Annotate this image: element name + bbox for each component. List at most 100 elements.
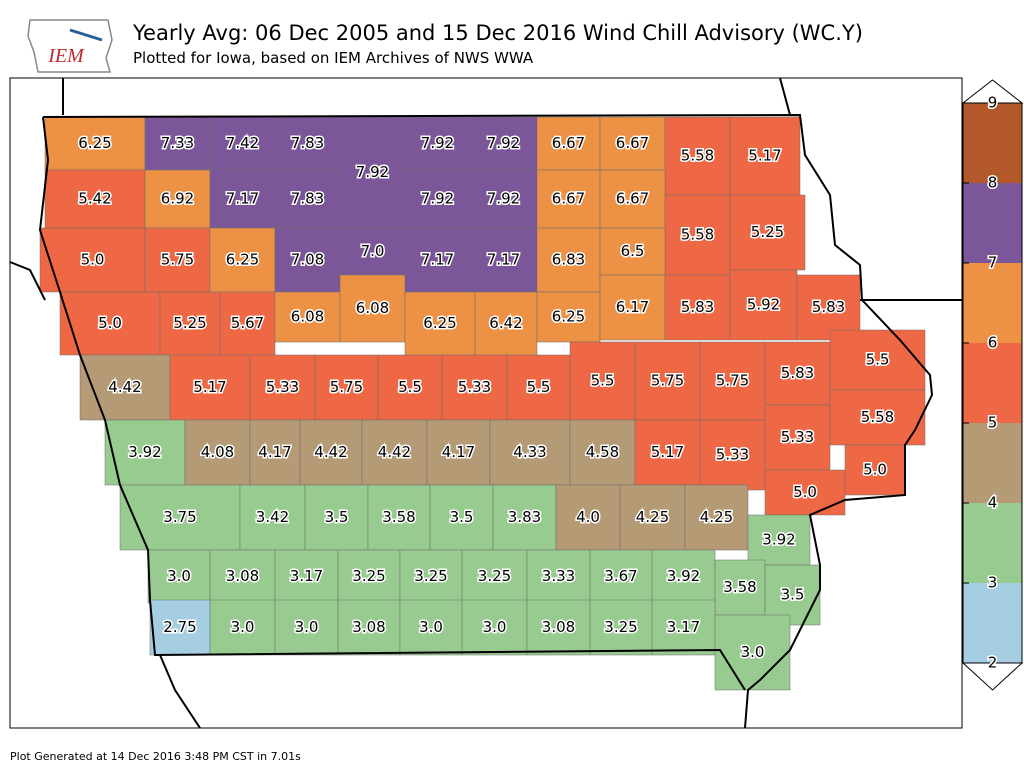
county <box>209 599 276 656</box>
county <box>339 274 406 343</box>
county <box>489 419 571 486</box>
county-label: 7.0 <box>361 242 385 260</box>
county-label: 3.0 <box>741 643 765 661</box>
county-label: 3.83 <box>508 508 541 526</box>
county <box>506 354 571 421</box>
county-label: 5.17 <box>193 378 226 396</box>
county-label: 3.0 <box>419 618 443 636</box>
county-label: 7.92 <box>421 190 454 208</box>
county-label: 5.58 <box>681 147 714 165</box>
county <box>441 354 508 421</box>
county <box>144 169 211 229</box>
county-label: 7.17 <box>487 251 520 269</box>
county-label: 3.5 <box>781 586 805 604</box>
colorbar-label: 7 <box>988 254 998 272</box>
colorbar-label: 6 <box>988 334 998 352</box>
county <box>536 227 601 293</box>
county-label: 5.0 <box>81 251 105 269</box>
colorbar-bin <box>963 263 1022 343</box>
county <box>299 419 363 486</box>
county-label: 4.42 <box>378 443 411 461</box>
county-label: 5.17 <box>748 147 781 165</box>
county-label: 5.0 <box>793 483 817 501</box>
county-label: 5.5 <box>527 378 551 396</box>
county-label: 6.5 <box>621 242 645 260</box>
county-label: 3.5 <box>325 508 349 526</box>
county-label: 3.25 <box>414 567 447 585</box>
county-label: 5.5 <box>591 372 615 390</box>
county <box>339 227 406 276</box>
county <box>337 549 401 604</box>
county <box>461 599 528 656</box>
county-label: 5.0 <box>98 314 122 332</box>
county <box>536 291 601 343</box>
county-label: 5.83 <box>812 298 845 316</box>
county-label: 3.75 <box>163 508 196 526</box>
border <box>159 654 201 729</box>
border <box>38 116 746 691</box>
county-label: 7.17 <box>226 190 259 208</box>
county-label: 7.17 <box>421 251 454 269</box>
county <box>651 549 716 604</box>
county-label: 4.0 <box>576 508 600 526</box>
county-label: 6.08 <box>291 308 324 326</box>
county-label: 5.58 <box>861 408 894 426</box>
county-label: 3.5 <box>450 508 474 526</box>
county <box>651 599 716 656</box>
colorbar-bin <box>963 583 1022 663</box>
county-label: 5.58 <box>681 226 714 244</box>
logo-mark <box>69 28 103 42</box>
county <box>147 549 211 604</box>
county-label: 3.92 <box>667 567 700 585</box>
county <box>599 169 666 229</box>
county <box>44 116 146 171</box>
colorbar-label: 4 <box>988 494 998 512</box>
county-label: 6.67 <box>616 134 649 152</box>
county <box>526 549 591 604</box>
county <box>44 169 146 229</box>
county <box>249 419 301 486</box>
colorbar-bin <box>963 423 1022 503</box>
county-label: 6.67 <box>552 134 585 152</box>
county-label: 3.0 <box>231 618 255 636</box>
county <box>764 469 846 516</box>
county <box>555 484 621 551</box>
county <box>714 614 791 691</box>
county <box>589 599 653 656</box>
county-label: 5.33 <box>458 378 491 396</box>
county-label: 4.33 <box>513 443 546 461</box>
county-label: 3.17 <box>667 618 700 636</box>
county-label: 4.25 <box>700 508 733 526</box>
colorbar-label: 3 <box>988 574 998 592</box>
county <box>361 419 428 486</box>
colorbar-label: 2 <box>988 654 998 672</box>
border <box>9 261 46 301</box>
county-label: 7.33 <box>161 134 194 152</box>
county-label: 6.25 <box>226 251 259 269</box>
county <box>796 274 861 341</box>
county <box>526 599 591 656</box>
county-label: 7.08 <box>291 251 324 269</box>
logo-outline <box>27 19 113 73</box>
colorbar-label: 8 <box>988 174 998 192</box>
county-label: 3.58 <box>723 578 756 596</box>
county-label: 3.17 <box>290 567 323 585</box>
county <box>684 484 749 551</box>
county-label: 7.92 <box>421 134 454 152</box>
colorbar-bin <box>963 343 1022 423</box>
county <box>377 354 443 421</box>
county-label: 3.92 <box>762 531 795 549</box>
county <box>274 291 341 343</box>
county <box>274 227 341 293</box>
county <box>844 444 906 496</box>
county-label: 5.75 <box>716 372 749 390</box>
county <box>599 227 666 276</box>
county-label: 5.33 <box>266 378 299 396</box>
county-label: 5.25 <box>173 314 206 332</box>
county <box>79 354 171 421</box>
county-label: 6.42 <box>489 314 522 332</box>
county-label: 5.67 <box>231 314 264 332</box>
state-borders <box>9 77 962 729</box>
county-label: 6.08 <box>356 299 389 317</box>
